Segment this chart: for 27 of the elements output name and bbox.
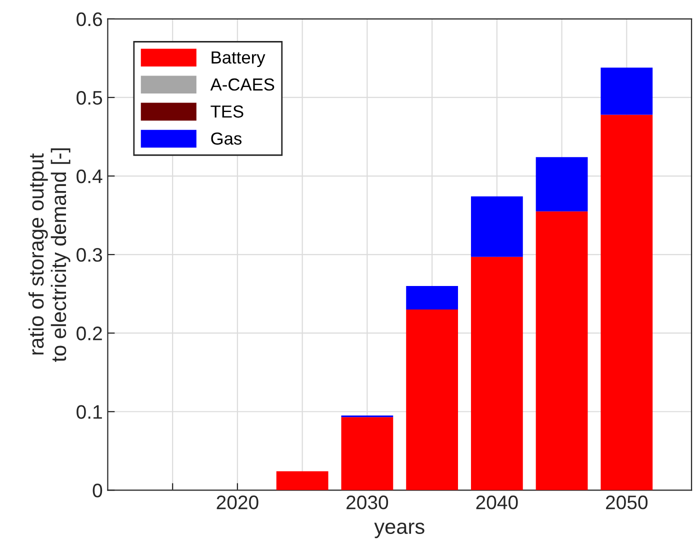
x-tick-label: 2030 <box>346 496 388 510</box>
bar <box>276 471 328 490</box>
legend-label: TES <box>210 105 244 118</box>
y-tick-label: 0.3 <box>76 248 102 262</box>
x-tick-label: 2040 <box>476 496 518 510</box>
y-tick-label: 0.1 <box>76 405 102 419</box>
y-tick-label: 0.6 <box>76 12 102 26</box>
legend-label: Battery <box>212 52 266 68</box>
bar <box>406 286 458 310</box>
x-tick-label: 2050 <box>606 496 648 510</box>
bar <box>341 417 394 490</box>
y-tick-label: 0 <box>92 484 102 498</box>
y-tick-label: 0.5 <box>76 90 102 105</box>
bar <box>600 114 653 490</box>
bar <box>536 157 588 212</box>
bar <box>536 211 588 490</box>
legend-label: Gas <box>211 132 242 145</box>
bar <box>406 310 458 490</box>
bar <box>470 196 523 257</box>
y-tick-label: 0.2 <box>76 326 102 340</box>
y-axis-title: ratio of storage output to electricity demand [-] <box>28 148 70 362</box>
bar <box>600 68 653 115</box>
x-tick-label: 2020 <box>216 496 258 510</box>
x-axis-title: years <box>374 522 424 538</box>
y-tick-label: 0.4 <box>76 169 102 184</box>
legend-label: A-CAES <box>210 78 274 91</box>
bar <box>470 256 523 490</box>
